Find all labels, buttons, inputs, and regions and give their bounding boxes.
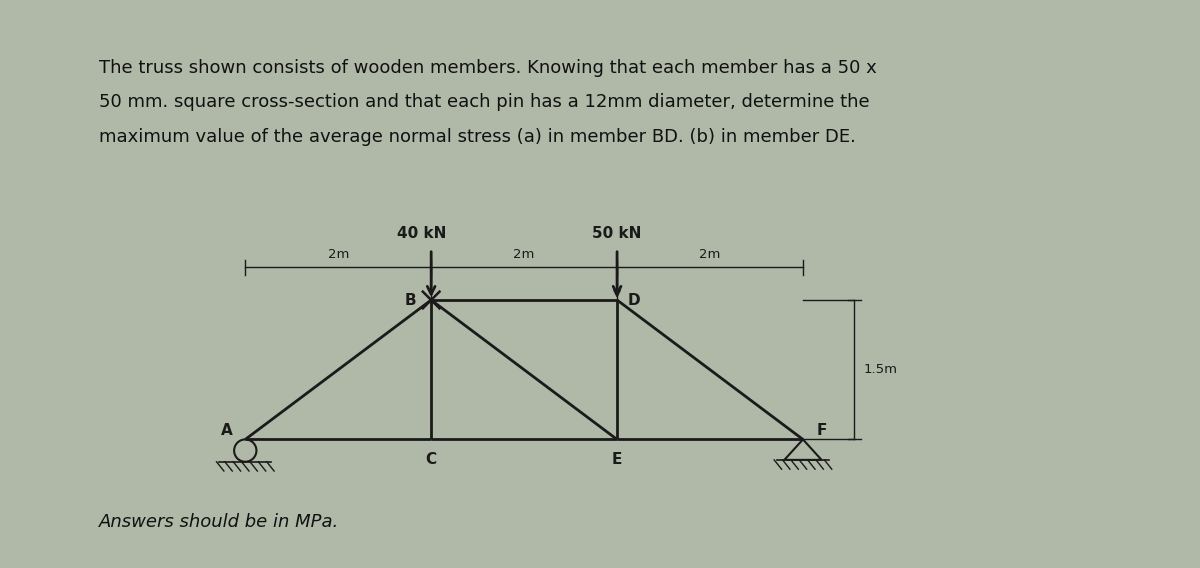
Text: B: B [404, 293, 416, 307]
Text: 1.5m: 1.5m [863, 363, 898, 376]
Text: 2m: 2m [328, 248, 349, 261]
Text: D: D [628, 293, 640, 307]
Text: The truss shown consists of wooden members. Knowing that each member has a 50 x: The truss shown consists of wooden membe… [98, 59, 876, 77]
Text: F: F [816, 423, 827, 437]
Text: E: E [612, 452, 623, 467]
Text: Answers should be in MPa.: Answers should be in MPa. [98, 512, 338, 531]
Text: 50 kN: 50 kN [593, 227, 642, 241]
Text: 2m: 2m [514, 248, 535, 261]
Text: A: A [221, 423, 233, 437]
Text: 40 kN: 40 kN [397, 227, 446, 241]
Text: C: C [426, 452, 437, 467]
Text: 50 mm. square cross-section and that each pin has a 12mm diameter, determine the: 50 mm. square cross-section and that eac… [98, 94, 869, 111]
Text: 2m: 2m [700, 248, 721, 261]
Text: maximum value of the average normal stress (a) in member BD. (b) in member DE.: maximum value of the average normal stre… [98, 128, 856, 146]
